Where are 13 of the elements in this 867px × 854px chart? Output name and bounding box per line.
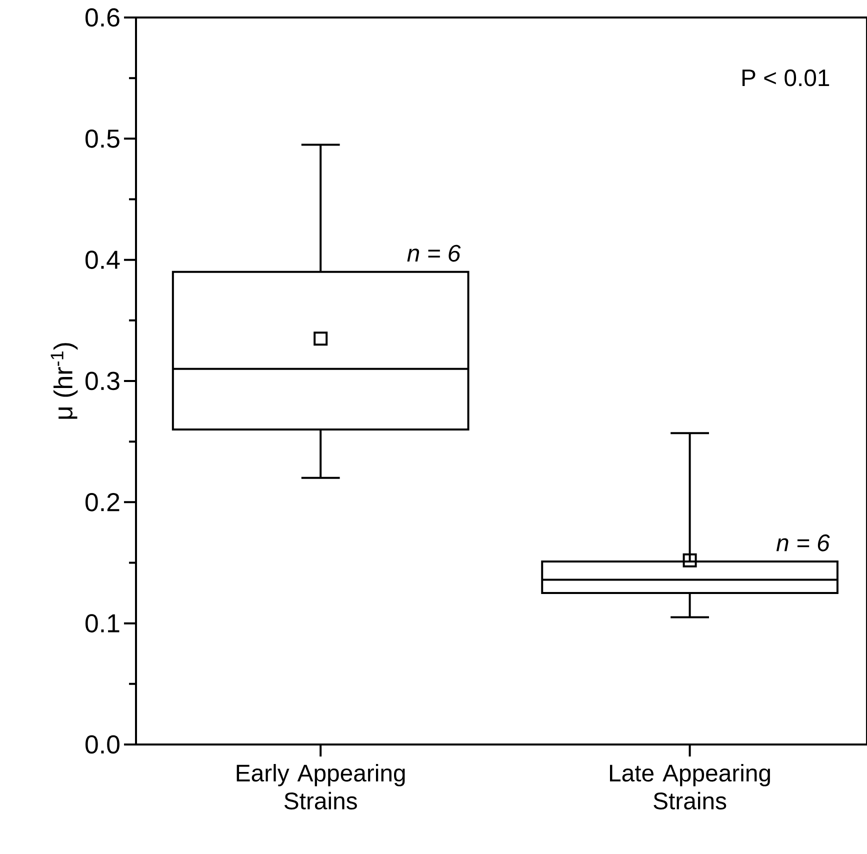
y-tick-label: 0.2	[85, 492, 120, 512]
y-tick-label: 0.4	[85, 250, 120, 269]
y-tick-label: 0.6	[85, 8, 120, 27]
annotation: n = 6	[407, 244, 461, 262]
y-axis-title: μ (hr$^{-1}$)	[50, 343, 78, 419]
y-tick-label: 0.3	[85, 372, 120, 390]
x-tick-label: Early Appearing Strains	[236, 764, 405, 810]
annotation: n = 6	[776, 534, 830, 552]
y-tick-label: 0.0	[85, 735, 120, 754]
x-tick-label: Late Appearing Strains	[610, 764, 770, 810]
y-tick-label: 0.5	[85, 129, 120, 148]
annotation: P < 0.01	[742, 69, 830, 86]
y-tick-label: 0.1	[85, 614, 120, 632]
